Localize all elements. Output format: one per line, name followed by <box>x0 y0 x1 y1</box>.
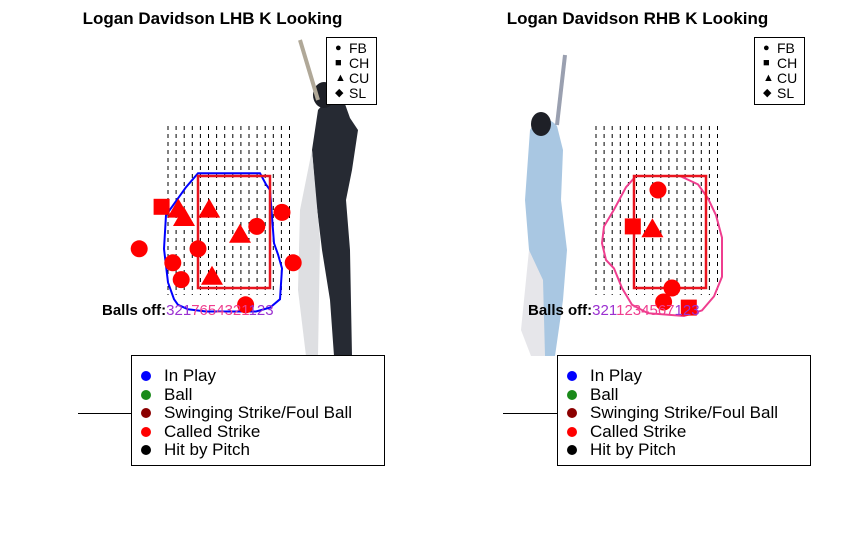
balls-off-digit: 2 <box>682 302 692 319</box>
strike-zone-rect <box>196 174 272 290</box>
circle-icon: ● <box>335 42 342 54</box>
triangle-icon: ▲ <box>335 72 346 84</box>
zone-outline <box>600 175 723 318</box>
pitch-marker-fb <box>130 240 148 258</box>
pitch-marker-fb <box>164 254 182 272</box>
strike-zone <box>196 174 272 290</box>
zone-outline-path <box>600 175 723 318</box>
balls-off-digit: 4 <box>641 302 650 319</box>
legend-dot <box>567 426 577 437</box>
pitch-marker-fb <box>237 296 255 314</box>
pitch-marker-ch <box>153 198 170 215</box>
balls-off-digit: 1 <box>248 302 257 319</box>
legend-dot <box>567 371 577 382</box>
balls-off-digit: 2 <box>256 302 266 319</box>
balls-off-digit: 2 <box>600 302 609 319</box>
pitch-markers <box>130 198 302 314</box>
legend-dot <box>141 408 151 419</box>
legend-dot <box>567 389 577 400</box>
chart-panel-lhb: Logan Davidson LHB K Looking ● FB ■ CH ▲ CU… <box>0 0 425 544</box>
balls-off-digit: 5 <box>649 302 658 319</box>
result-color-legend: In Play Ball Swinging Strike/Foul Ball C… <box>131 355 385 466</box>
pitch-marker-fb <box>273 203 291 221</box>
axis-stub <box>78 413 132 414</box>
pitch-type-legend: ● FB ■ CH ▲ CU ◆ SL <box>326 37 378 105</box>
diamond-icon: ◆ <box>335 87 344 99</box>
pitch-marker-cu <box>173 207 195 226</box>
balls-off-digits: 3217654321123 <box>166 302 273 319</box>
balls-off-digit: 3 <box>265 302 274 319</box>
balls-off-digit: 1 <box>241 302 249 319</box>
pitch-marker-cu <box>229 223 251 243</box>
batter-photo-rhb <box>521 54 567 356</box>
balls-off-digit: 2 <box>232 302 242 319</box>
balls-off-digits: 3211234567123 <box>592 302 699 319</box>
legend-dot <box>141 389 151 400</box>
zone-outline-path <box>162 172 284 313</box>
chart-title: Logan Davidson RHB K Looking <box>506 9 769 28</box>
balls-off-digit: 1 <box>674 302 683 319</box>
circle-icon: ● <box>763 42 770 54</box>
balls-off-scale: Balls off:3217654321123 <box>102 302 274 319</box>
pitch-marker-cu <box>641 218 664 238</box>
result-color-legend: In Play Ball Swinging Strike/Foul Ball C… <box>557 355 811 466</box>
balls-off-digit: 1 <box>616 302 625 319</box>
pitch-marker-fb <box>655 293 673 311</box>
square-icon: ■ <box>335 57 342 69</box>
balls-off-digit: 7 <box>191 302 200 319</box>
balls-off-digit: 3 <box>166 302 175 319</box>
pitch-marker-fb <box>284 254 302 272</box>
legend-dot <box>141 426 151 437</box>
pitch-marker-fb <box>663 279 681 297</box>
balls-off-digit: 5 <box>207 302 217 319</box>
diamond-icon: ◆ <box>763 87 772 99</box>
legend-dot <box>567 408 577 419</box>
pitch-markers <box>624 181 697 316</box>
pitch-marker-fb <box>649 181 667 199</box>
balls-off-digit: 7 <box>666 302 675 319</box>
balls-off-digit: 2 <box>624 302 633 319</box>
triangle-icon: ▲ <box>763 72 774 84</box>
chart-title: Logan Davidson LHB K Looking <box>82 9 343 28</box>
balls-off-digit: 6 <box>199 302 208 319</box>
balls-off-digit: 1 <box>182 302 192 319</box>
square-icon: ■ <box>763 57 770 69</box>
plot-area <box>130 39 358 357</box>
balls-off-digit: 2 <box>174 302 183 319</box>
pitch-marker-ch <box>624 218 641 235</box>
pitch-marker-fb <box>189 240 207 258</box>
plot-area <box>521 54 723 356</box>
balls-off-digit: 6 <box>657 302 667 319</box>
legend-dot <box>567 445 577 456</box>
pitch-marker-fb <box>248 217 266 235</box>
chart-panel-rhb: Logan Davidson RHB K Looking ● FB ■ CH ▲ CU… <box>425 0 850 544</box>
balls-off-digit: 3 <box>632 302 642 319</box>
balls-off-scale: Balls off:3211234567123 <box>528 302 700 319</box>
balls-off-digit: 1 <box>608 302 617 319</box>
legend-dot <box>141 445 151 456</box>
balls-off-digit: 3 <box>592 302 601 319</box>
balls-off-digit: 3 <box>691 302 700 319</box>
pitch-marker-fb <box>172 271 190 289</box>
pitch-type-legend: ● FB ■ CH ▲ CU ◆ SL <box>754 37 806 105</box>
pitch-marker-cu <box>201 265 223 285</box>
zone-outline <box>162 172 284 313</box>
pitch-marker-cu <box>198 198 221 218</box>
axis-stub <box>503 413 557 414</box>
pitch-marker-ch <box>680 299 697 316</box>
legend-dot <box>141 371 151 382</box>
balls-off-digit: 4 <box>216 302 225 319</box>
balls-off-digit: 3 <box>224 302 233 319</box>
